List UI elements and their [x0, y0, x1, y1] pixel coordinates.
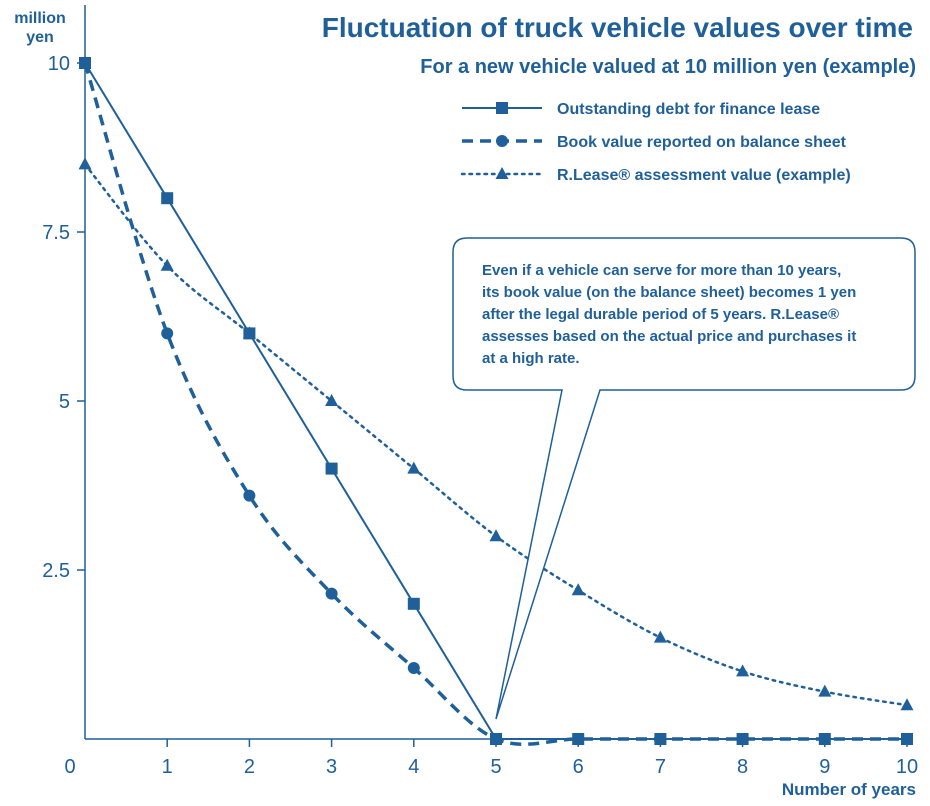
x-tick-label: 10	[896, 756, 918, 778]
series-layer	[78, 57, 914, 746]
data-point-triangle	[818, 684, 832, 697]
legend: Outstanding debt for finance lease Book …	[460, 101, 851, 184]
y-tick-label: 5	[59, 391, 70, 413]
x-tick-label: 5	[490, 756, 501, 778]
data-point-circle	[243, 489, 256, 502]
data-point-square	[572, 733, 585, 745]
data-point-square	[818, 733, 831, 745]
data-point-triangle	[160, 258, 174, 271]
data-point-square	[407, 597, 420, 610]
data-point-circle	[496, 135, 508, 147]
callout-line-5: at a high rate.	[482, 350, 580, 367]
series-line-3	[83, 163, 909, 707]
data-point-square	[496, 102, 508, 114]
data-point-triangle	[489, 529, 503, 542]
y-tick-label: 2.5	[42, 560, 70, 582]
data-point-triangle	[78, 157, 92, 170]
data-point-circle	[325, 587, 338, 600]
y-axis-label-line1: million	[14, 10, 66, 27]
legend-label-book-value: Book value reported on balance sheet	[557, 134, 847, 151]
legend-symbols	[460, 102, 544, 179]
y-axis-label-line2: yen	[26, 29, 54, 46]
y-tick-label: 7.5	[42, 222, 70, 244]
x-tick-label: 9	[819, 756, 830, 778]
x-tick-label: 2	[244, 756, 255, 778]
data-point-square	[161, 192, 174, 205]
callout-box	[452, 237, 916, 720]
series-line-1	[84, 62, 907, 740]
data-point-triangle	[571, 583, 585, 596]
data-point-square	[243, 327, 256, 340]
callout-line-3: after the legal durable period of 5 year…	[482, 306, 839, 323]
x-tick-label: 3	[326, 756, 337, 778]
ticks: 1 2 3 4 5 6 7 8 9 10 2.5 5 7.5 10	[42, 53, 918, 778]
series-line-2	[83, 62, 907, 746]
x-tick-label: 4	[408, 756, 419, 778]
data-point-triangle	[900, 698, 914, 711]
callout-line-2: its book value (on the balance sheet) be…	[482, 284, 856, 301]
y-tick-label: 10	[48, 53, 70, 75]
data-point-circle	[161, 327, 174, 340]
data-point-square	[325, 462, 338, 475]
x-tick-label: 8	[737, 756, 748, 778]
x-tick-label: 7	[655, 756, 666, 778]
x-tick-label: 6	[573, 756, 584, 778]
x-tick-label: 1	[162, 756, 173, 778]
data-point-square	[490, 733, 502, 745]
data-point-square	[79, 57, 91, 69]
data-point-triangle	[653, 630, 667, 643]
data-point-square	[654, 733, 667, 745]
origin-tick-label: 0	[64, 756, 75, 778]
data-point-triangle	[736, 664, 750, 677]
annotation-callout: Even if a vehicle can serve for more tha…	[452, 237, 916, 720]
chart-subtitle: For a new vehicle valued at 10 million y…	[420, 56, 916, 78]
chart-title: Fluctuation of truck vehicle values over…	[322, 12, 913, 43]
legend-label-outstanding-debt: Outstanding debt for finance lease	[557, 101, 820, 118]
data-point-triangle	[495, 167, 509, 179]
data-point-square	[736, 733, 749, 745]
callout-line-4: assesses based on the actual price and p…	[482, 328, 856, 345]
data-point-triangle	[407, 461, 421, 474]
data-point-square	[901, 733, 913, 745]
callout-line-1: Even if a vehicle can serve for more tha…	[482, 262, 841, 279]
x-axis-label: Number of years	[782, 780, 916, 799]
data-point-circle	[407, 662, 420, 675]
legend-label-assessment-value: R.Lease® assessment value (example)	[557, 167, 851, 184]
data-point-triangle	[325, 394, 339, 406]
